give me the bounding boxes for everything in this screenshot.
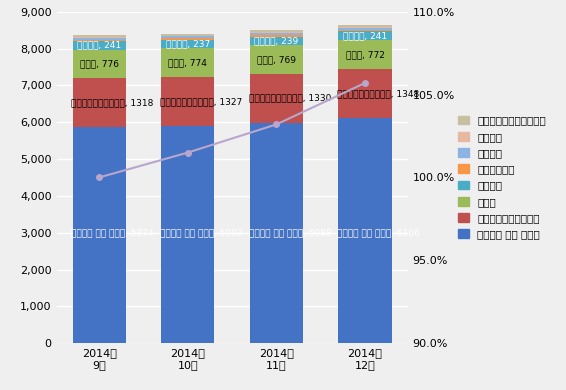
- Bar: [72, 35, 126, 37]
- Bar: [250, 32, 303, 33]
- Bar: [161, 39, 215, 40]
- Text: ガリテコ, 241: ガリテコ, 241: [343, 31, 387, 40]
- Text: カレコ, 774: カレコ, 774: [168, 58, 207, 67]
- Bar: [161, 126, 215, 343]
- Text: カレコ, 769: カレコ, 769: [257, 55, 296, 64]
- Bar: [250, 74, 303, 122]
- Bar: [161, 40, 215, 48]
- Text: タイムズ カー プラス, 5988: タイムズ カー プラス, 5988: [248, 228, 332, 237]
- Bar: [161, 48, 215, 77]
- Bar: [72, 40, 126, 41]
- Text: オリックスカーシェア, 1330: オリックスカーシェア, 1330: [248, 94, 331, 103]
- Bar: [161, 36, 215, 39]
- Bar: [250, 30, 303, 32]
- Bar: [338, 27, 392, 28]
- Bar: [72, 78, 126, 127]
- Bar: [338, 30, 392, 31]
- Text: カレコ, 776: カレコ, 776: [80, 60, 119, 69]
- Bar: [338, 118, 392, 343]
- Bar: [250, 35, 303, 37]
- Text: ガリテコ, 239: ガリテコ, 239: [254, 36, 298, 45]
- Bar: [338, 40, 392, 69]
- Bar: [250, 33, 303, 35]
- Text: タイムズ カー プラス, 5874: タイムズ カー プラス, 5874: [71, 228, 154, 237]
- Bar: [72, 41, 126, 50]
- Bar: [72, 38, 126, 40]
- Bar: [250, 45, 303, 74]
- Legend: カーシェアリング・ワン, エコロカ, ロシェア, アース・カー, ガリテコ, カレコ, オリックスカーシェア, タイムズ カー プラス: カーシェアリング・ワン, エコロカ, ロシェア, アース・カー, ガリテコ, カ…: [458, 115, 546, 239]
- Bar: [161, 34, 215, 35]
- Text: カレコ, 772: カレコ, 772: [346, 50, 384, 59]
- Bar: [338, 28, 392, 30]
- Bar: [72, 50, 126, 78]
- Text: オリックスカーシェア, 1327: オリックスカーシェア, 1327: [160, 97, 242, 106]
- Bar: [338, 25, 392, 27]
- Text: ガリテコ, 237: ガリテコ, 237: [166, 39, 210, 48]
- Text: オリックスカーシェア, 1348: オリックスカーシェア, 1348: [337, 89, 419, 98]
- Text: タイムズ カー プラス, 5903: タイムズ カー プラス, 5903: [160, 228, 243, 237]
- Bar: [161, 77, 215, 126]
- Bar: [338, 69, 392, 118]
- Text: タイムズ カー プラス, 6106: タイムズ カー プラス, 6106: [337, 228, 420, 237]
- Bar: [250, 37, 303, 45]
- Text: ガリテコ, 241: ガリテコ, 241: [77, 41, 121, 50]
- Bar: [72, 127, 126, 343]
- Bar: [72, 37, 126, 38]
- Text: オリックスカーシェア, 1318: オリックスカーシェア, 1318: [71, 98, 154, 107]
- Bar: [338, 31, 392, 40]
- Bar: [161, 35, 215, 36]
- Bar: [250, 122, 303, 343]
